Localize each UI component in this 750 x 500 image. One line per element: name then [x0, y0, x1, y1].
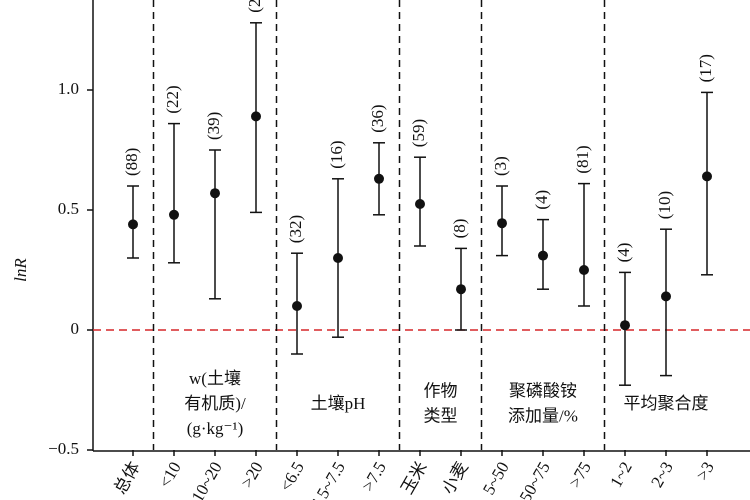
x-tick-label: 2~3 — [647, 458, 677, 490]
point — [661, 291, 671, 302]
group-label: (g·kg⁻¹) — [187, 419, 244, 438]
sample-size-label: (16) — [327, 140, 346, 168]
y-tick-label: 0.5 — [58, 199, 79, 218]
point — [620, 320, 630, 331]
group-label: 作物 — [424, 381, 458, 400]
sample-size-label: (59) — [409, 119, 428, 147]
point — [538, 250, 548, 261]
sample-size-label: (88) — [122, 148, 141, 176]
point — [292, 301, 302, 311]
group-label: 平均聚合度 — [624, 394, 709, 413]
point — [169, 209, 179, 220]
point — [128, 219, 138, 230]
group-label: 土壤pH — [311, 393, 366, 413]
sample-size-label: (81) — [573, 145, 592, 173]
y-axis-label: lnR — [11, 258, 30, 282]
x-tick-label: >7.5 — [358, 458, 390, 494]
sample-size-label: (3) — [491, 156, 510, 176]
sample-size-label: (32) — [286, 215, 305, 243]
point — [374, 173, 384, 184]
x-tick-label: 6.5~7.5 — [307, 458, 349, 500]
x-tick-label: <10 — [155, 458, 185, 491]
y-tick-label: 1.0 — [58, 79, 79, 98]
x-tick-label: 5~50 — [479, 458, 513, 498]
y-tick-label: −0.5 — [48, 439, 79, 458]
sample-size-label: (4) — [614, 243, 633, 263]
point — [210, 188, 220, 199]
point — [497, 218, 507, 229]
point — [251, 111, 261, 122]
point — [579, 265, 589, 275]
x-tick-label: 总体 — [110, 458, 143, 497]
sample-size-label: (2 — [245, 0, 264, 13]
point — [456, 284, 466, 295]
sample-size-label: (10) — [655, 191, 674, 219]
sample-size-label: (8) — [450, 219, 469, 239]
sample-size-label: (22) — [163, 85, 182, 113]
x-tick-label: 玉米 — [397, 458, 430, 497]
sample-size-label: (36) — [368, 104, 387, 132]
sample-size-label: (17) — [696, 54, 715, 82]
group-label: 聚磷酸铵 — [509, 381, 577, 400]
x-tick-label: >3 — [692, 458, 718, 483]
x-tick-label: >20 — [237, 458, 267, 491]
group-label: 有机质)/ — [184, 394, 246, 413]
x-tick-label: 1~2 — [606, 458, 636, 490]
x-tick-label: >75 — [565, 458, 595, 491]
point — [415, 199, 425, 209]
sample-size-label: (4) — [532, 190, 551, 210]
x-tick-label: 小麦 — [438, 458, 471, 497]
y-tick-label: 0 — [71, 319, 80, 338]
x-tick-label: 50~75 — [516, 458, 554, 500]
x-tick-label: <6.5 — [276, 458, 308, 494]
point — [702, 171, 712, 182]
group-label: 类型 — [424, 406, 458, 425]
group-label: w(土壤 — [189, 368, 241, 388]
sample-size-label: (39) — [204, 112, 223, 140]
point — [333, 253, 343, 263]
x-tick-label: 10~20 — [188, 458, 226, 500]
group-label: 添加量/% — [508, 406, 578, 425]
